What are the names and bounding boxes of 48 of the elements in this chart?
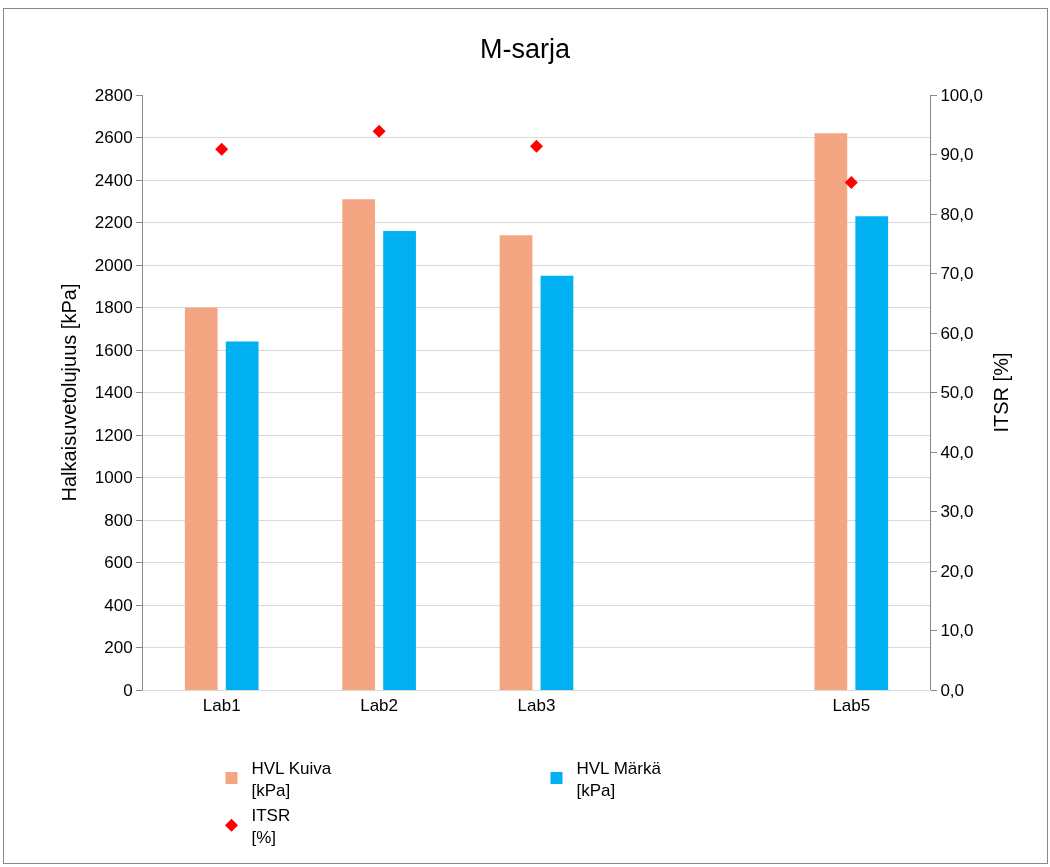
y2-tick-label: 80,0: [940, 204, 974, 224]
y2-tick-label: 50,0: [940, 383, 974, 403]
legend-label: HVL Kuiva [kPa]: [251, 758, 332, 800]
bar: [184, 307, 218, 690]
y-tick-label: 200: [104, 638, 133, 658]
bar: [499, 235, 533, 690]
x-tick-label: Lab2: [360, 696, 399, 716]
bar: [814, 133, 848, 690]
y2-tick-label: 70,0: [940, 264, 974, 284]
y2-tick-label: 30,0: [940, 502, 974, 522]
legend-label: HVL Märkä [kPa]: [576, 758, 662, 800]
y2-tick-label: 0,0: [940, 680, 965, 700]
x-tick-label: Lab3: [517, 696, 556, 716]
y-tick-label: 2600: [94, 128, 133, 148]
point: [530, 139, 543, 153]
point: [372, 124, 386, 138]
bar: [540, 275, 574, 690]
bar: [342, 199, 376, 690]
y-tick-label: 1600: [94, 340, 133, 360]
y2-tick-label: 60,0: [940, 323, 974, 343]
y2-tick-label: 40,0: [940, 442, 974, 462]
y-tick-label: 2200: [94, 213, 133, 233]
y2-tick-label: 20,0: [940, 561, 974, 581]
y-tick-label: 1000: [94, 468, 133, 488]
y-tick-label: 2800: [94, 85, 133, 105]
y-tick-label: 2400: [94, 170, 133, 190]
y-tick-label: 1400: [94, 383, 133, 403]
chart-title: M-sarja: [479, 33, 571, 64]
point: [844, 175, 858, 189]
x-tick-label: Lab1: [202, 696, 241, 716]
y-tick-label: 600: [104, 553, 133, 573]
y-tick-label: 1200: [94, 425, 133, 445]
bar: [855, 216, 889, 690]
x-tick-label: Lab5: [832, 696, 871, 716]
legend-label: ITSR [%]: [251, 805, 291, 847]
y2-tick-label: 100,0: [940, 85, 983, 105]
bar: [225, 341, 259, 690]
y-tick-label: 1800: [94, 298, 133, 318]
y2-tick-label: 90,0: [940, 145, 974, 165]
y-tick-label: 0: [123, 680, 133, 700]
y-tick-label: 400: [104, 595, 133, 615]
bar: [383, 231, 416, 690]
y2-tick-label: 10,0: [940, 621, 974, 641]
point: [215, 142, 229, 156]
y-tick-label: 2000: [94, 255, 133, 275]
y-axis-title: Halkaisuvetolujuus [kPa]: [58, 283, 81, 502]
y2-axis-title: ITSR [%]: [990, 352, 1013, 433]
y-tick-label: 800: [104, 510, 133, 530]
